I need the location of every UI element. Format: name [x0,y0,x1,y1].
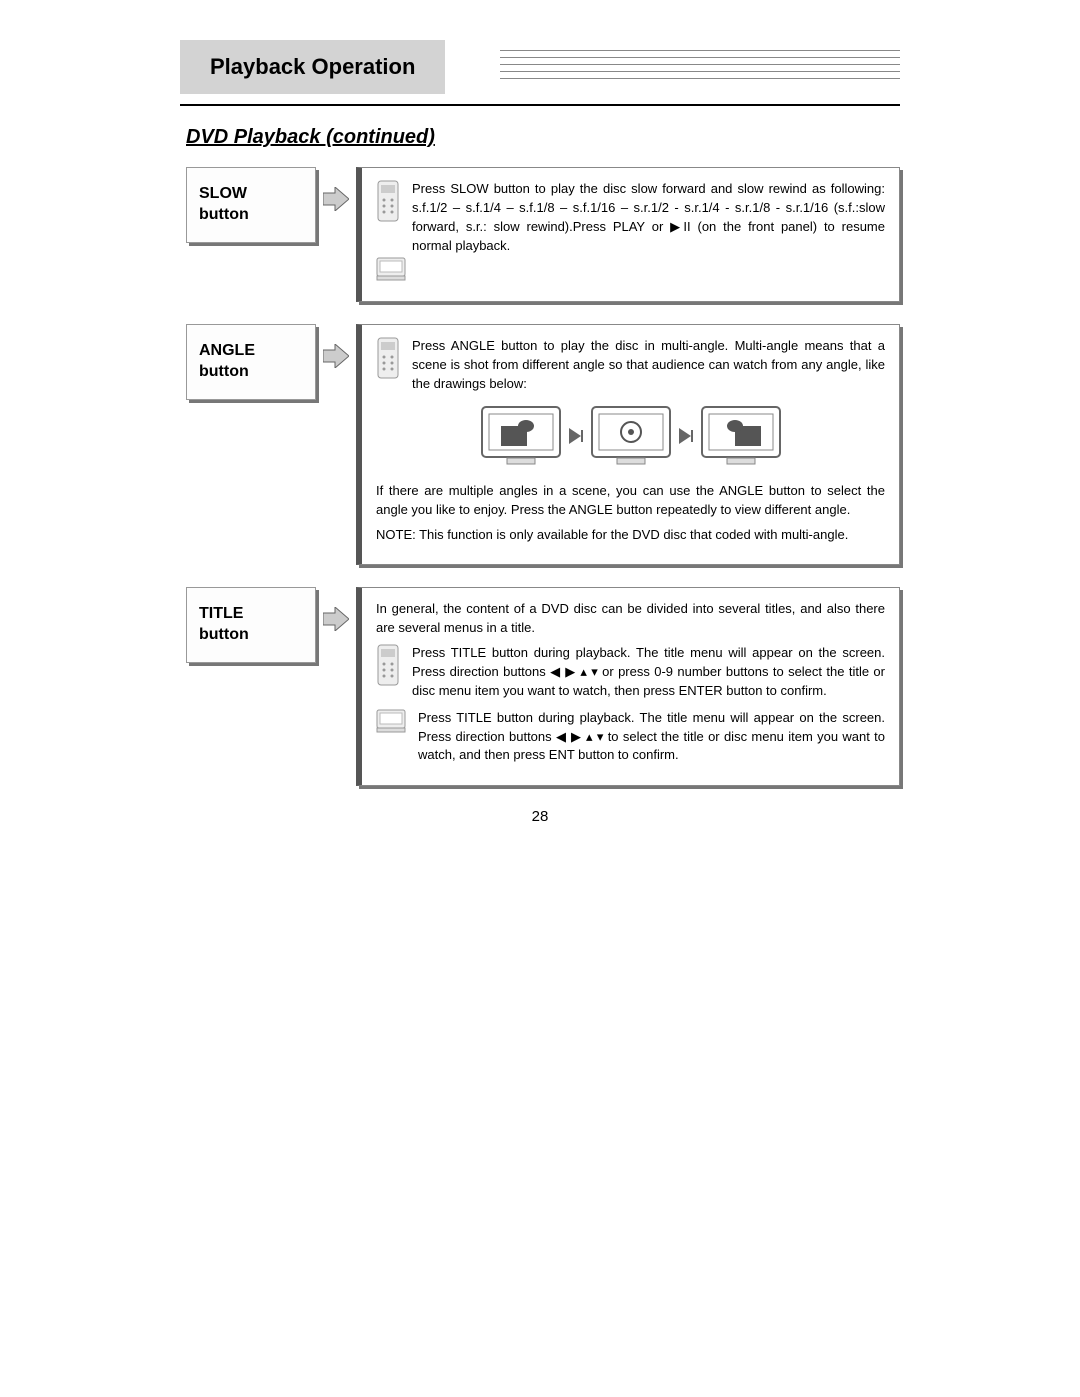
remote-icon [376,644,400,686]
slow-content-box: Press SLOW button to play the disc slow … [356,167,900,302]
row-angle: ANGLE button Press ANGLE button to play … [180,324,900,565]
tv-angle-3-icon [701,406,781,466]
arrow-icon [316,167,356,211]
step-arrow-icon [679,428,693,444]
row-title: TITLE button In general, the content of … [180,587,900,786]
angle-drawings [376,406,885,466]
slow-text: Press SLOW button to play the disc slow … [412,180,885,255]
arrow-icon [316,587,356,631]
slow-label-box: SLOW button [186,167,316,243]
title-p3: Press TITLE button during playback. The … [418,709,885,766]
header-rule [180,104,900,106]
title-label-box: TITLE button [186,587,316,663]
remote-icon [376,337,400,379]
angle-note: NOTE: This function is only available fo… [376,526,885,545]
arrow-icon [316,324,356,368]
tv-angle-1-icon [481,406,561,466]
title-p2: Press TITLE button during playback. The … [412,644,885,701]
header-tab: Playback Operation [180,40,445,94]
angle-intro: Press ANGLE button to play the disc in m… [412,337,885,394]
player-icon [376,257,406,281]
remote-icon [376,180,400,222]
manual-page: Playback Operation DVD Playback (continu… [180,40,900,825]
step-arrow-icon [569,428,583,444]
angle-content-box: Press ANGLE button to play the disc in m… [356,324,900,565]
player-icon [376,709,406,733]
angle-outro: If there are multiple angles in a scene,… [376,482,885,520]
title-p1: In general, the content of a DVD disc ca… [376,600,885,638]
page-number: 28 [180,808,900,825]
title-content-box: In general, the content of a DVD disc ca… [356,587,900,786]
tv-angle-2-icon [591,406,671,466]
header-decor-lines [500,50,900,85]
row-slow: SLOW button Press SLOW button to play th… [180,167,900,302]
section-subtitle: DVD Playback (continued) [186,126,900,149]
angle-label-box: ANGLE button [186,324,316,400]
